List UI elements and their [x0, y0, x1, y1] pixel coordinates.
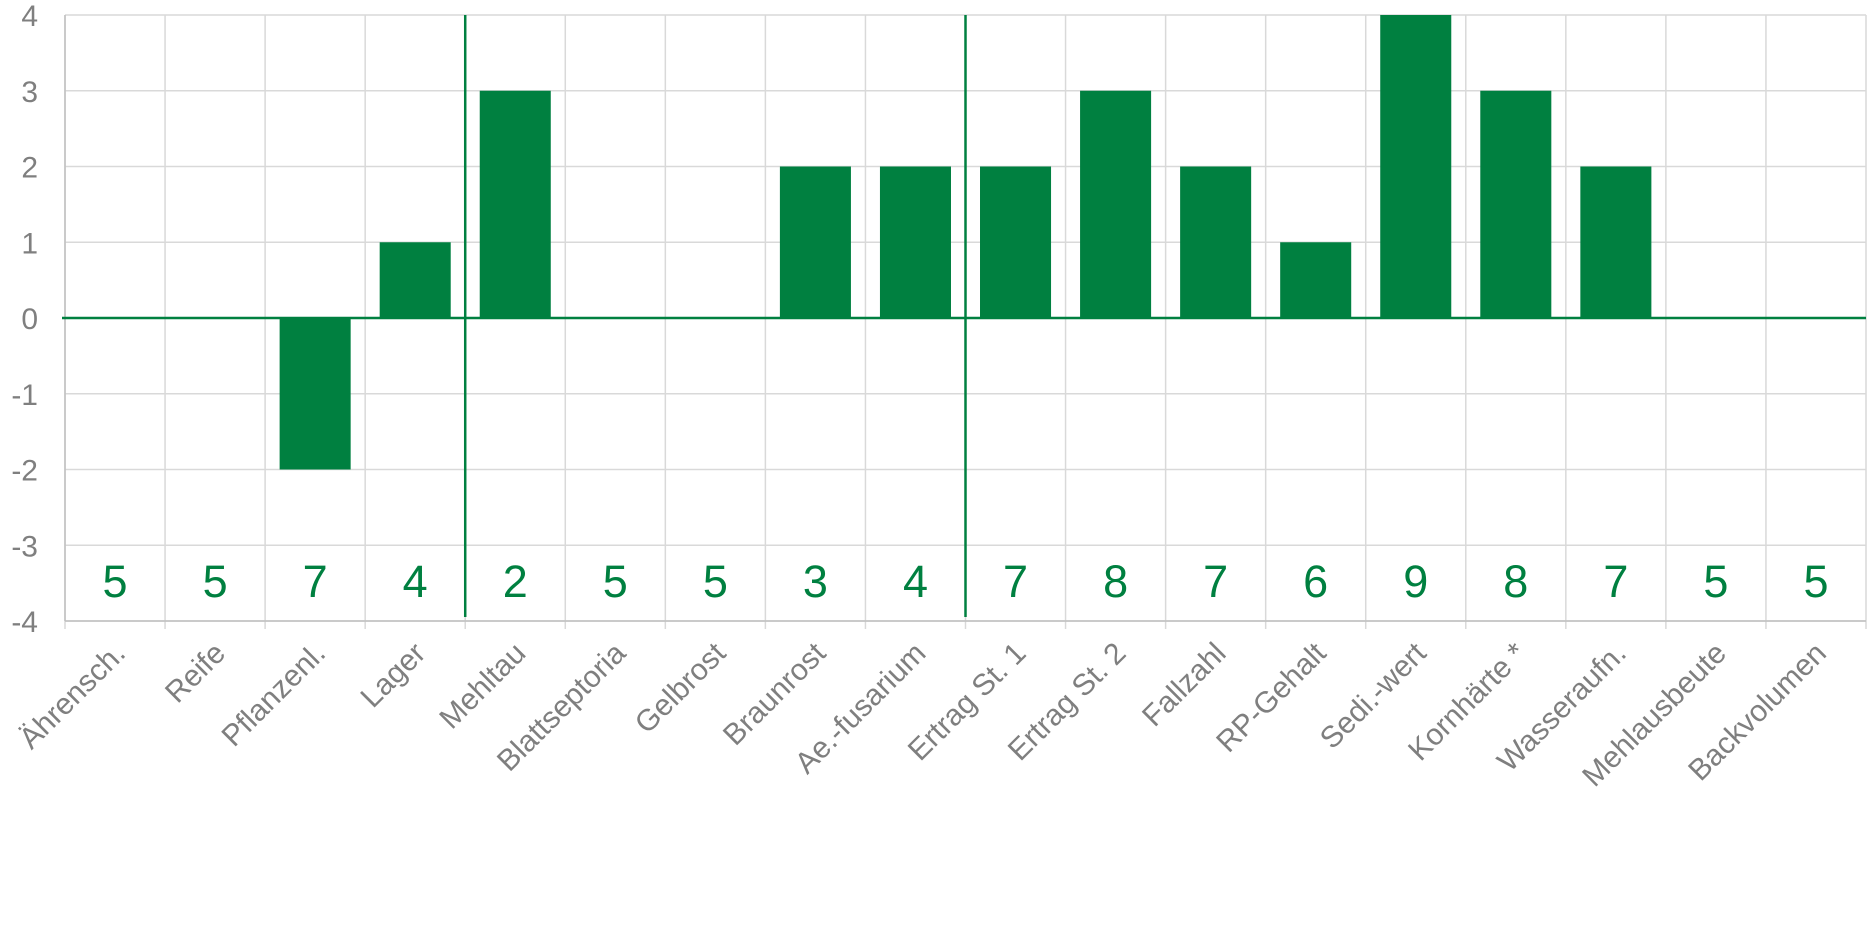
x-tick-label: Lager	[355, 637, 433, 715]
group-dividers	[463, 15, 967, 617]
score-label: 9	[1403, 556, 1428, 607]
bar	[1280, 242, 1352, 318]
score-label: 2	[503, 556, 528, 607]
bar	[879, 166, 951, 318]
y-tick-label: 4	[21, 0, 38, 33]
bar	[1080, 90, 1152, 318]
y-axis-ticks: 4 3 2 1 0 -1 -2 -3 -4	[11, 0, 38, 639]
x-tick-label: RP-Gehalt	[1210, 636, 1333, 759]
score-label: 5	[1803, 556, 1828, 607]
bar	[980, 166, 1052, 318]
score-label: 7	[1003, 556, 1028, 607]
score-label: 8	[1103, 556, 1128, 607]
bar	[379, 242, 451, 318]
bar	[1480, 90, 1552, 318]
y-tick-label: 3	[21, 76, 38, 109]
bar	[1580, 166, 1652, 318]
score-label: 5	[1703, 556, 1728, 607]
bar	[279, 318, 351, 470]
score-label: 7	[1603, 556, 1628, 607]
x-tick-label: Reife	[159, 637, 232, 710]
score-label: 7	[303, 556, 328, 607]
score-label: 5	[203, 556, 228, 607]
score-label: 8	[1503, 556, 1528, 607]
score-label: 5	[103, 556, 128, 607]
score-labels: 5 5 7 4 2 5 5 3 4 7 8 7 6 9 8 7 5 5	[103, 556, 1829, 607]
x-tick-label: Pflanzenl.	[216, 637, 332, 753]
score-label: 4	[903, 556, 928, 607]
bar	[779, 166, 851, 318]
y-tick-label: -3	[11, 530, 38, 563]
score-label: 3	[803, 556, 828, 607]
x-tick-label: Fallzahl	[1136, 637, 1232, 733]
y-tick-label: 0	[21, 303, 38, 336]
y-tick-label: -2	[11, 455, 38, 488]
score-label: 5	[703, 556, 728, 607]
y-tick-label: 1	[21, 227, 38, 260]
bar	[1380, 15, 1452, 318]
x-tick-label: Mehltau	[433, 637, 532, 736]
y-tick-label: 2	[21, 152, 38, 185]
bars	[279, 15, 1652, 470]
x-tick-label: Gelbrost	[629, 636, 733, 740]
score-label: 7	[1203, 556, 1228, 607]
y-tick-label: -1	[11, 379, 38, 412]
score-label: 4	[403, 556, 428, 607]
x-tick-label: Ährensch.	[13, 637, 132, 756]
bar	[1180, 166, 1252, 318]
y-tick-label: -4	[11, 606, 38, 639]
score-label: 6	[1303, 556, 1328, 607]
score-label: 5	[603, 556, 628, 607]
bar	[479, 90, 551, 318]
